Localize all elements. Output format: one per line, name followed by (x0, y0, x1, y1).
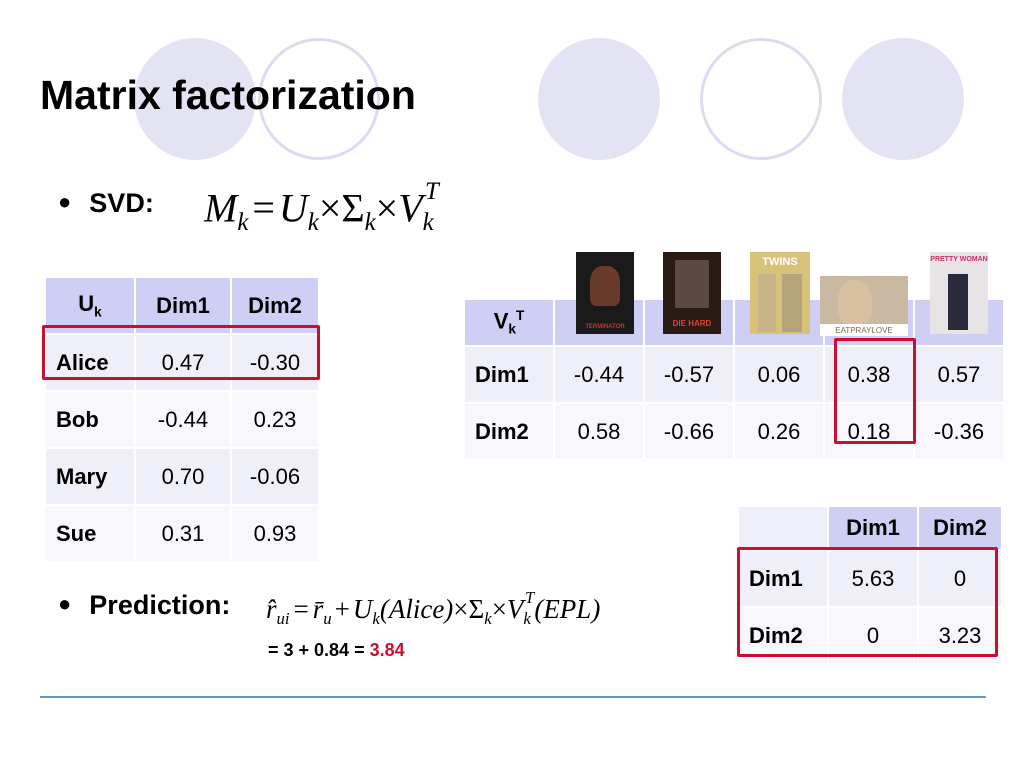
sigma-header-row: Dim1 Dim2 (737, 505, 1003, 551)
poster-title: TWINS (762, 256, 798, 268)
bullet-dot-icon: ● (58, 591, 72, 616)
uk-row-label: Sue (44, 504, 136, 563)
decor-circle-5 (842, 38, 964, 160)
uk-row-bob: Bob -0.44 0.23 (44, 390, 320, 449)
epl-column-highlight-box (834, 338, 916, 444)
alice-highlight-box (42, 325, 320, 380)
vkt-cell: -0.57 (643, 345, 735, 404)
vkt-row-dim1: Dim1 -0.44 -0.57 0.06 0.38 0.57 (463, 345, 1005, 404)
uk-cell: 0.47 (134, 333, 232, 392)
uk-cell: 0.23 (230, 390, 320, 449)
poster-title: TERMINATOR (585, 324, 625, 330)
bullet-svd: ● SVD: (58, 188, 154, 219)
prediction-label: Prediction: (89, 590, 231, 620)
vkt-cell: -0.66 (643, 402, 735, 461)
sigma-cell: 5.63 (827, 549, 919, 608)
poster-title: EATPRAYLOVE (835, 326, 893, 335)
sigma-corner-cell (737, 505, 829, 551)
vkt-header-cell: VkT (463, 298, 555, 347)
vkt-table: VkT Dim1 -0.44 -0.57 0.06 0.38 0.57 Dim2… (463, 298, 1005, 461)
uk-cell: -0.30 (230, 333, 320, 392)
sigma-row-label: Dim1 (737, 549, 829, 608)
prediction-calculation: = 3 + 0.84 = 3.84 (268, 640, 405, 661)
calculation-expr: = 3 + 0.84 = (268, 640, 370, 660)
vkt-row-label: Dim2 (463, 402, 555, 461)
vkt-cell: -0.44 (553, 345, 645, 404)
sigma-col-header: Dim2 (917, 505, 1003, 551)
uk-table: Uk Dim1 Dim2 Alice 0.47 -0.30 Bob -0.44 … (44, 276, 320, 563)
poster-title: PRETTY WOMAN (930, 256, 988, 263)
uk-cell: 0.93 (230, 504, 320, 563)
vkt-cell: 0.57 (913, 345, 1005, 404)
bullet-prediction: ● Prediction: (58, 590, 230, 621)
decor-circle-1 (134, 38, 256, 160)
uk-row-label: Alice (44, 333, 136, 392)
vkt-row-label: Dim1 (463, 345, 555, 404)
decor-circle-3 (538, 38, 660, 160)
sigma-highlight-box (737, 547, 998, 657)
sigma-col-header: Dim1 (827, 505, 919, 551)
vkt-cell: 0.58 (553, 402, 645, 461)
bullet-dot-icon: ● (58, 189, 72, 214)
poster-twins: TWINS (750, 252, 810, 334)
uk-cell: -0.06 (230, 447, 320, 506)
decor-circle-4 (700, 38, 822, 160)
uk-row-alice: Alice 0.47 -0.30 (44, 333, 320, 392)
poster-die-hard: DIE HARD (663, 252, 721, 334)
poster-title: DIE HARD (672, 319, 712, 328)
vkt-cell: -0.36 (913, 402, 1005, 461)
slide-title: Matrix factorization (40, 72, 416, 118)
vkt-cell: 0.26 (733, 402, 825, 461)
vkt-cell: 0.38 (823, 345, 915, 404)
vkt-row-dim2: Dim2 0.58 -0.66 0.26 0.18 -0.36 (463, 402, 1005, 461)
vkt-header-row: VkT (463, 298, 1005, 347)
sigma-cell: 0 (917, 549, 1003, 608)
uk-cell: 0.31 (134, 504, 232, 563)
vkt-cell: 0.18 (823, 402, 915, 461)
uk-row-label: Bob (44, 390, 136, 449)
svd-formula: Mk = Uk×Σk×VkT (204, 178, 439, 236)
uk-row-mary: Mary 0.70 -0.06 (44, 447, 320, 506)
sigma-row-dim1: Dim1 5.63 0 (737, 549, 1003, 608)
uk-cell: 0.70 (134, 447, 232, 506)
vkt-cell: 0.06 (733, 345, 825, 404)
poster-eat-pray-love: EATPRAYLOVE (820, 276, 908, 336)
uk-row-sue: Sue 0.31 0.93 (44, 504, 320, 563)
calculation-result: 3.84 (369, 640, 405, 660)
prediction-formula: r̂ui = r̄u + Uk(Alice)×Σk×VkT(EPL) (266, 588, 601, 628)
uk-row-label: Mary (44, 447, 136, 506)
poster-terminator: TERMINATOR (576, 252, 634, 334)
footer-divider (40, 696, 986, 698)
poster-pretty-woman: PRETTY WOMAN (930, 252, 988, 334)
uk-cell: -0.44 (134, 390, 232, 449)
svd-label: SVD: (89, 188, 154, 218)
decor-circle-2 (258, 38, 380, 160)
